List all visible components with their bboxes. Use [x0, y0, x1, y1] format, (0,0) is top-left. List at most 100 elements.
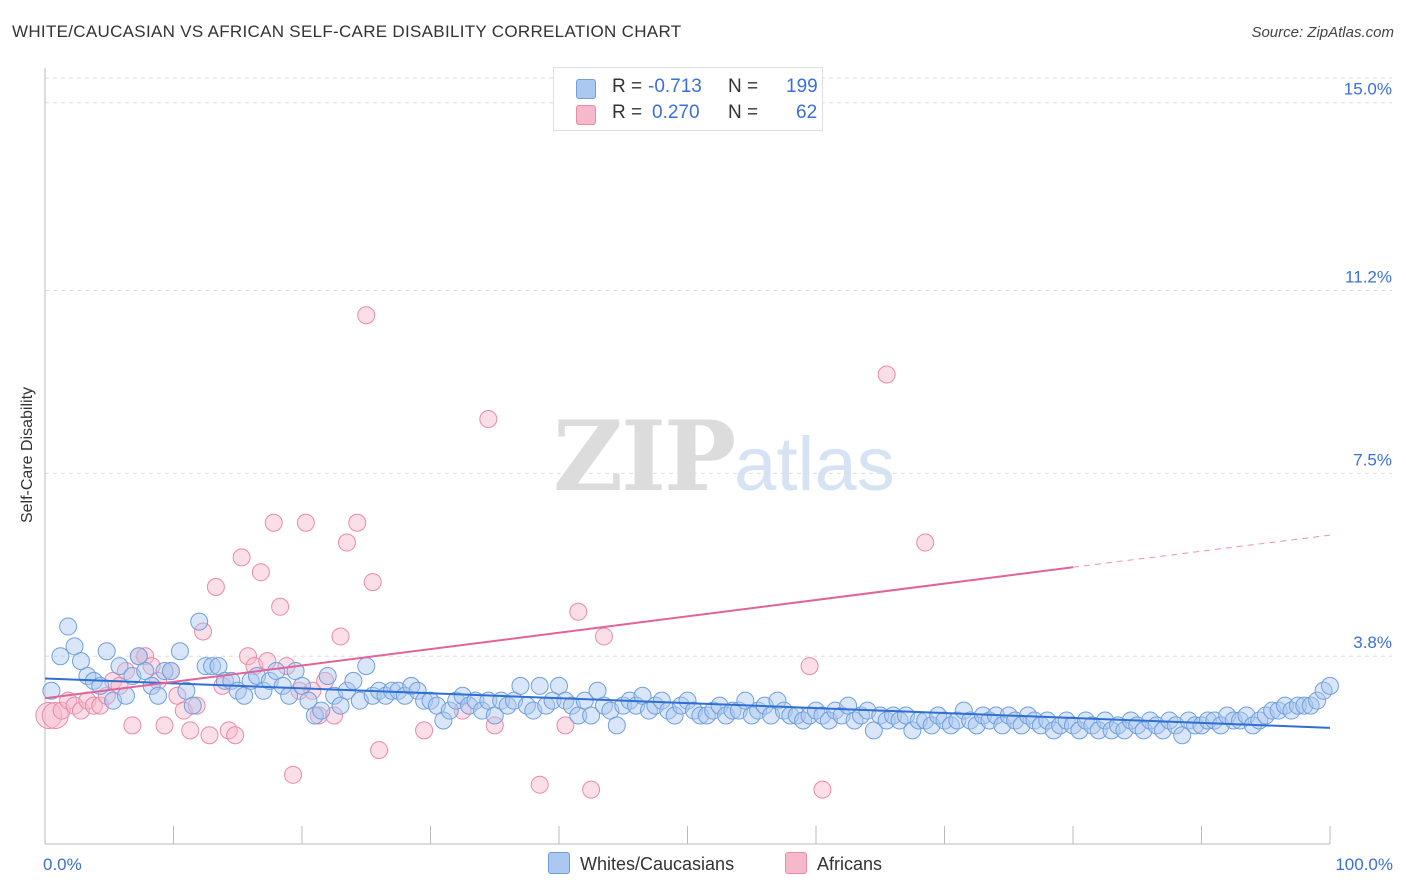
data-point-africans: [594, 627, 613, 646]
bottom-legend-swatch-africans: [785, 852, 807, 874]
data-point-whites: [607, 716, 626, 735]
data-point-whites: [582, 706, 601, 725]
chart-title: WHITE/CAUCASIAN VS AFRICAN SELF-CARE DIS…: [12, 22, 682, 41]
bottom-legend-label-whites: Whites/Caucasians: [580, 854, 735, 874]
data-point-whites: [170, 642, 189, 661]
data-point-whites: [1089, 721, 1108, 740]
data-point-africans: [800, 657, 819, 676]
data-point-whites: [59, 617, 78, 636]
trend-line-africans: [44, 566, 1074, 700]
data-point-africans: [363, 573, 382, 592]
data-point-whites: [550, 676, 568, 695]
data-point-whites: [408, 681, 427, 700]
data-point-africans: [251, 563, 270, 582]
data-point-whites: [129, 647, 148, 666]
data-point-africans: [309, 706, 328, 725]
data-point-whites: [511, 676, 530, 695]
data-point-africans: [415, 721, 434, 740]
data-point-whites: [569, 706, 588, 725]
y-axis-label: Self-Care Disability: [19, 386, 36, 524]
data-point-africans: [530, 775, 549, 794]
data-point-whites: [312, 701, 331, 720]
data-point-whites: [652, 691, 671, 710]
legend-n-label-africans: N =: [728, 102, 759, 123]
y-tick-label: 3.8%: [1353, 633, 1392, 652]
legend-r-value-whites: -0.713: [648, 76, 702, 97]
data-point-africans: [123, 716, 142, 735]
data-point-africans: [303, 681, 322, 700]
data-point-africans: [877, 365, 896, 384]
legend-swatch-whites: [576, 79, 596, 99]
data-point-whites: [331, 696, 350, 715]
data-point-whites: [466, 691, 485, 710]
whites-points: [42, 612, 1339, 745]
data-point-africans: [232, 548, 251, 567]
watermark-zip: ZIP: [553, 400, 736, 513]
trend-line-africans-extension: [1072, 534, 1331, 568]
data-point-whites: [633, 686, 652, 705]
data-point-africans: [200, 726, 219, 745]
y-tick-label: 15.0%: [1344, 80, 1392, 99]
legend-swatch-africans: [576, 105, 596, 125]
legend-r-label-africans: R =: [612, 102, 643, 123]
data-point-whites: [864, 721, 883, 740]
data-point-whites: [97, 642, 116, 661]
data-point-whites: [190, 612, 209, 631]
data-point-whites: [136, 662, 155, 681]
data-point-africans: [136, 647, 155, 666]
data-point-whites: [768, 691, 787, 710]
data-point-whites: [678, 691, 697, 710]
data-point-whites: [665, 706, 684, 725]
data-point-whites: [183, 696, 202, 715]
x-tick-label: 0.0%: [43, 855, 82, 874]
bottom-legend-africans: Africans: [785, 852, 882, 875]
data-point-whites: [149, 686, 168, 705]
tick-labels: 3.8% 7.5% 11.2% 15.0% 0.0% 100.0%: [43, 80, 1393, 874]
data-point-whites: [293, 676, 311, 695]
data-point-africans: [348, 513, 367, 532]
data-point-africans: [226, 726, 245, 745]
data-point-whites: [42, 681, 61, 700]
data-point-whites: [203, 657, 222, 676]
data-point-whites: [51, 647, 70, 666]
data-point-whites: [948, 711, 967, 730]
data-point-africans: [337, 533, 356, 552]
trend-line-whites: [44, 677, 1331, 729]
watermark: ZIPatlas: [553, 400, 895, 513]
data-point-whites: [273, 676, 292, 695]
legend-n-value-africans: 62: [796, 102, 818, 123]
data-point-africans: [284, 765, 303, 784]
data-point-whites: [196, 657, 215, 676]
data-point-whites: [161, 662, 180, 681]
data-point-africans: [194, 622, 213, 641]
data-point-africans: [582, 780, 601, 799]
data-point-africans: [357, 306, 376, 325]
data-point-whites: [543, 691, 562, 710]
data-point-africans: [181, 721, 200, 740]
data-point-whites: [110, 657, 129, 676]
data-point-whites: [71, 652, 90, 671]
data-point-africans: [206, 578, 225, 597]
data-point-whites: [267, 662, 286, 681]
data-point-africans: [168, 686, 187, 705]
africans-points: [35, 306, 935, 799]
bottom-legend-whites: Whites/Caucasians: [548, 852, 734, 875]
data-point-whites: [440, 701, 459, 720]
data-point-whites: [209, 657, 228, 676]
data-point-africans: [569, 602, 588, 621]
data-point-africans: [290, 681, 309, 700]
data-point-whites: [723, 701, 742, 720]
axes: [44, 68, 1331, 845]
data-point-africans: [556, 716, 575, 735]
data-point-africans: [271, 597, 290, 616]
data-point-whites: [235, 686, 254, 705]
data-point-whites: [344, 671, 363, 690]
legend-r-value-africans: 0.270: [652, 102, 700, 123]
legend-r-label-whites: R =: [612, 76, 643, 97]
source-label: Source: ZipAtlas.com: [1251, 24, 1394, 41]
data-point-africans: [370, 741, 389, 760]
data-point-africans: [479, 409, 498, 428]
data-point-whites: [485, 706, 504, 725]
data-point-whites: [1173, 726, 1192, 745]
data-point-africans: [155, 716, 174, 735]
